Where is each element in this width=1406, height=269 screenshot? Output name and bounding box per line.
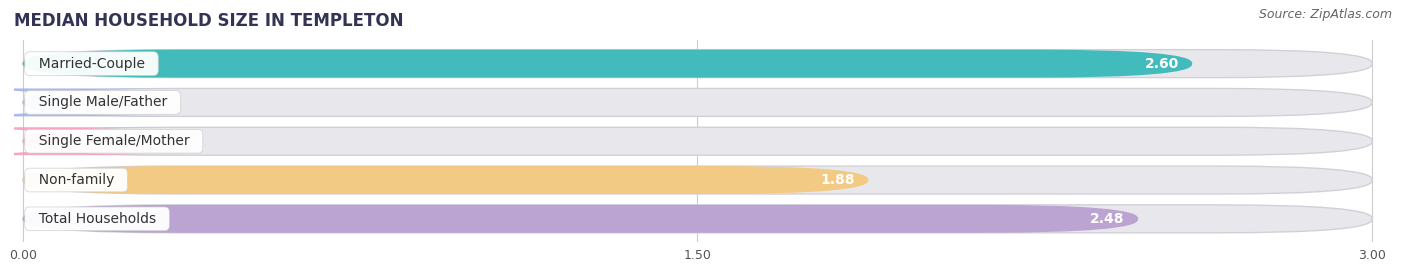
Text: Non-family: Non-family [30, 173, 122, 187]
Text: 2.48: 2.48 [1090, 212, 1125, 226]
FancyBboxPatch shape [0, 127, 179, 155]
Text: Single Female/Mother: Single Female/Mother [30, 134, 198, 148]
FancyBboxPatch shape [22, 166, 869, 194]
FancyBboxPatch shape [22, 50, 1192, 77]
FancyBboxPatch shape [22, 205, 1372, 233]
Text: Total Households: Total Households [30, 212, 165, 226]
FancyBboxPatch shape [22, 89, 1372, 116]
FancyBboxPatch shape [22, 127, 1372, 155]
Text: 0.00: 0.00 [90, 95, 125, 109]
FancyBboxPatch shape [22, 205, 1139, 233]
Text: Married-Couple: Married-Couple [30, 57, 153, 71]
FancyBboxPatch shape [22, 50, 1372, 77]
Text: 0.00: 0.00 [90, 134, 125, 148]
Text: 2.60: 2.60 [1144, 57, 1178, 71]
Text: Single Male/Father: Single Male/Father [30, 95, 176, 109]
Text: Source: ZipAtlas.com: Source: ZipAtlas.com [1258, 8, 1392, 21]
FancyBboxPatch shape [0, 89, 179, 116]
Text: 1.88: 1.88 [820, 173, 855, 187]
FancyBboxPatch shape [22, 166, 1372, 194]
Text: MEDIAN HOUSEHOLD SIZE IN TEMPLETON: MEDIAN HOUSEHOLD SIZE IN TEMPLETON [14, 12, 404, 30]
